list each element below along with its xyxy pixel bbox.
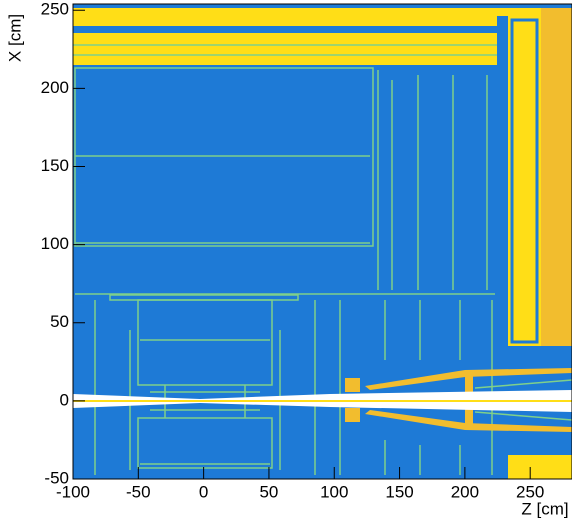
y-tick-label: 250 <box>41 0 69 19</box>
x-tick-label: 200 <box>451 482 479 501</box>
x-tick-label: 150 <box>385 482 413 501</box>
yellow-block <box>508 455 572 479</box>
chart: Z [cm] X [cm] -100-50050100150200250-500… <box>0 0 572 521</box>
x-tick-label: 0 <box>199 482 208 501</box>
x-axis-title: Z [cm] <box>521 499 568 518</box>
orange-column <box>541 8 572 346</box>
y-tick-label: -50 <box>44 468 69 487</box>
y-tick-label: 200 <box>41 78 69 97</box>
x-tick-label: 250 <box>516 482 544 501</box>
y-tick-label: 150 <box>41 156 69 175</box>
y-axis-title: X [cm] <box>5 14 24 62</box>
y-tick-label: 50 <box>50 312 69 331</box>
forward-block <box>345 408 360 422</box>
forward-block <box>345 378 360 392</box>
y-tick-label: 0 <box>60 390 69 409</box>
x-tick-label: 100 <box>320 482 348 501</box>
yellow-block <box>73 8 497 26</box>
yellow-block <box>73 33 497 65</box>
x-tick-label: -50 <box>126 482 151 501</box>
x-tick-label: 50 <box>259 482 278 501</box>
y-tick-label: 100 <box>41 234 69 253</box>
detector-geometry <box>73 4 572 479</box>
